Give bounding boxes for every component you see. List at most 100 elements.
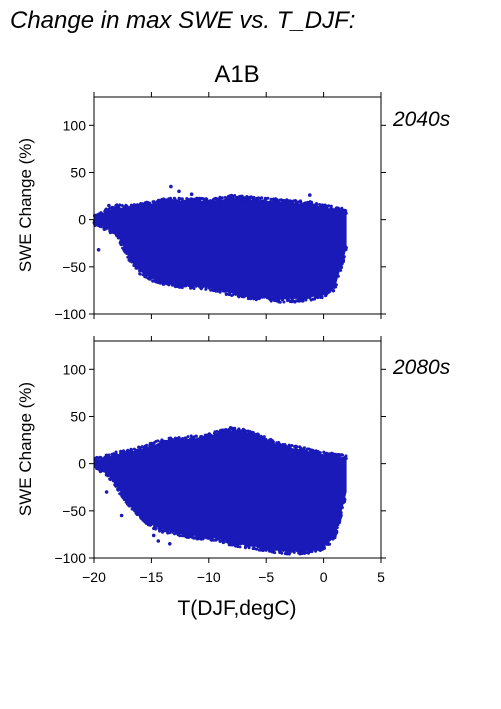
scatter-point-outlier <box>164 443 169 448</box>
scatter-point <box>285 447 289 451</box>
scatter-point <box>118 203 122 207</box>
scatter-point <box>122 248 126 252</box>
scatter-point <box>300 552 304 556</box>
scatter-point <box>210 288 214 292</box>
scatter-point <box>314 453 318 457</box>
scatter-point <box>326 455 330 459</box>
scatter-point <box>334 285 338 289</box>
scatter-point <box>309 294 312 298</box>
scatter-point <box>287 295 291 299</box>
scatter-point <box>160 526 164 530</box>
scatter-point <box>250 195 253 199</box>
scatter-point <box>168 280 172 284</box>
scatter-point <box>273 551 277 555</box>
scatter-point <box>252 544 256 548</box>
scatter-point <box>184 531 187 535</box>
scatter-point <box>250 430 254 434</box>
scatter-point <box>200 536 204 540</box>
scatter-point <box>232 290 236 294</box>
scatter-point <box>102 227 106 231</box>
scatter-point <box>186 435 190 439</box>
scatter-point <box>196 535 200 539</box>
scatter-point <box>273 443 277 447</box>
scatter-point <box>105 208 109 212</box>
scatter-point <box>166 531 170 535</box>
scatter-point <box>263 545 267 549</box>
scatter-point <box>237 295 241 299</box>
scatter-point <box>173 529 177 533</box>
scatter-point <box>232 540 236 544</box>
scatter-point <box>173 532 176 536</box>
scatter-point <box>143 205 147 209</box>
scatter-point <box>339 512 343 515</box>
scatter-point <box>295 549 299 553</box>
scatter-point <box>138 269 141 273</box>
scatter-point <box>256 432 260 436</box>
scatter-point <box>167 527 171 531</box>
scatter-point <box>120 491 124 495</box>
scatter-point <box>179 285 182 289</box>
scatter-point <box>190 282 194 286</box>
scatter-point <box>153 203 156 206</box>
y-tick-label: 100 <box>63 361 87 377</box>
scatter-point <box>126 206 130 210</box>
scatter-point <box>95 221 99 225</box>
scatter-point <box>173 436 177 440</box>
scatter-point <box>255 297 259 301</box>
plot-frame-2080s <box>93 340 382 559</box>
x-tick-label: 5 <box>377 569 385 585</box>
scatter-point <box>196 198 200 202</box>
scatter-point <box>130 507 134 511</box>
scatter-point <box>337 456 341 460</box>
scatter-point <box>314 549 318 553</box>
scatter-points-2080s <box>93 426 348 556</box>
scatter-point <box>192 286 195 290</box>
scatter-point <box>340 506 344 510</box>
scatter-point <box>181 437 185 440</box>
scatter-point <box>243 546 247 550</box>
scatter-point <box>340 266 344 269</box>
scatter-point <box>124 204 128 208</box>
scatter-point-outlier <box>177 189 181 194</box>
scatter-point <box>168 199 172 203</box>
scatter-point <box>164 529 168 533</box>
scatter-point <box>286 199 290 203</box>
scatter-point <box>269 548 273 552</box>
scatter-point <box>221 541 225 545</box>
scatter-point <box>155 200 159 204</box>
scatter-point <box>225 292 229 296</box>
scatter-point <box>148 522 152 526</box>
scatter-point-outlier <box>151 533 156 538</box>
scatter-point <box>284 552 288 555</box>
scatter-points-2040s <box>92 184 348 304</box>
scatter-point <box>143 444 147 448</box>
scatter-point <box>305 296 309 299</box>
scatter-point <box>193 283 197 287</box>
scatter-point <box>252 195 256 199</box>
y-tick-label: 50 <box>70 164 86 180</box>
scatter-point <box>287 552 291 556</box>
scatter-point <box>219 196 223 200</box>
scatter-point <box>282 300 286 304</box>
scatter-point <box>145 275 149 279</box>
scatter-point-cloud <box>94 430 347 552</box>
scatter-point <box>188 535 192 538</box>
scatter-point <box>120 242 124 246</box>
scatter-point <box>248 430 252 433</box>
scatter-point-outlier <box>156 539 161 543</box>
scatter-point <box>284 200 287 204</box>
scatter-point <box>117 206 120 209</box>
scatter-point <box>111 208 114 212</box>
scatter-point <box>325 292 328 296</box>
scatter-point <box>256 435 260 439</box>
scatter-point <box>268 439 272 443</box>
scatter-point <box>213 430 217 434</box>
scatter-point <box>257 548 261 552</box>
scatter-point <box>95 465 99 469</box>
scatter-point <box>303 450 307 454</box>
scatter-point <box>255 198 259 202</box>
scatter-point <box>165 200 169 204</box>
scatter-point <box>331 455 335 459</box>
